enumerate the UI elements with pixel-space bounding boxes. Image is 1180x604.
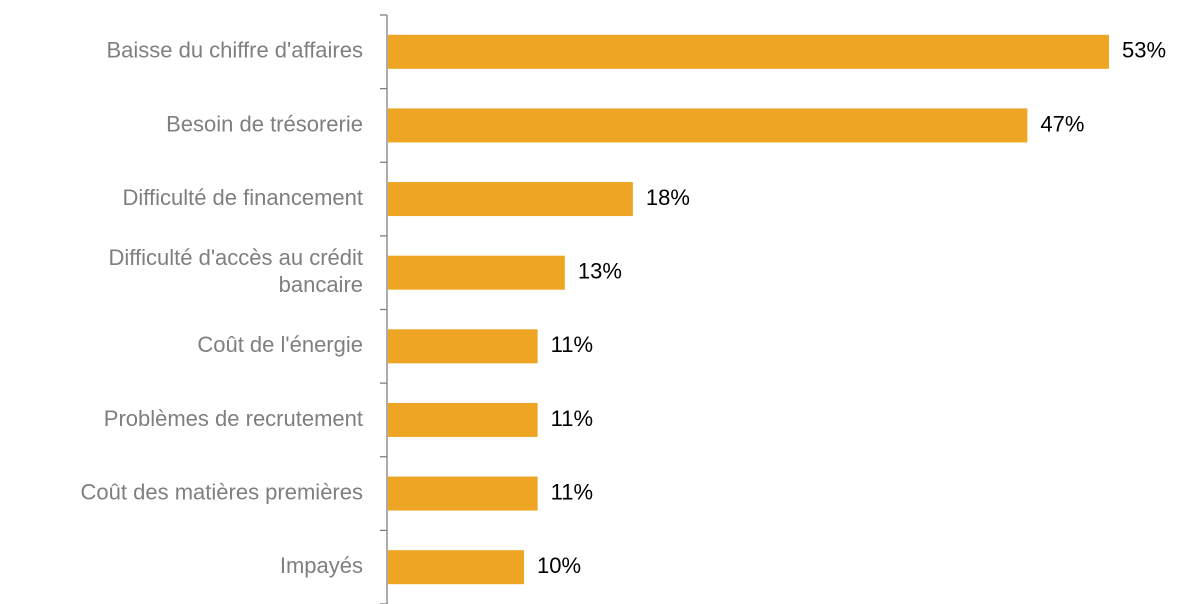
bar bbox=[388, 182, 633, 217]
category-labels: Baisse du chiffre d'affaires Besoin de tr… bbox=[81, 38, 363, 578]
data-label: 10% bbox=[537, 553, 581, 578]
category-label-line: Coût de l'énergie bbox=[197, 332, 363, 357]
category-label-line: bancaire bbox=[279, 272, 363, 297]
category-label: Baisse du chiffre d'affaires bbox=[106, 38, 363, 63]
category-label: Difficulté d'accès au crédit bancaire bbox=[109, 245, 363, 297]
bar bbox=[388, 476, 538, 511]
data-label: 53% bbox=[1122, 38, 1166, 63]
data-label: 11% bbox=[551, 479, 593, 504]
category-label: Coût de l'énergie bbox=[197, 332, 363, 357]
data-label: 13% bbox=[578, 259, 622, 284]
bar bbox=[388, 329, 538, 364]
bar bbox=[388, 255, 565, 290]
data-label: 11% bbox=[551, 332, 593, 357]
category-label: Problèmes de recrutement bbox=[104, 406, 363, 431]
category-label-line: Difficulté d'accès au crédit bbox=[109, 245, 363, 270]
bar bbox=[388, 34, 1109, 69]
category-label: Coût des matières premières bbox=[81, 479, 363, 504]
category-label: Besoin de trésorerie bbox=[166, 111, 363, 136]
category-label-line: Impayés bbox=[280, 553, 363, 578]
data-label: 47% bbox=[1040, 111, 1084, 136]
bar bbox=[388, 402, 538, 437]
category-label: Impayés bbox=[280, 553, 363, 578]
category-label: Difficulté de financement bbox=[122, 185, 363, 210]
category-label-line: Coût des matières premières bbox=[81, 479, 363, 504]
category-label-line: Problèmes de recrutement bbox=[104, 406, 363, 431]
bars-layer bbox=[388, 34, 1109, 585]
value-labels: 53% 47% 18% 13% 11% 11% 11% 10% bbox=[537, 38, 1166, 578]
category-label-line: Baisse du chiffre d'affaires bbox=[106, 38, 363, 63]
category-axis bbox=[380, 14, 388, 604]
data-label: 11% bbox=[551, 406, 593, 431]
category-label-line: Difficulté de financement bbox=[122, 185, 363, 210]
bar bbox=[388, 550, 525, 585]
category-label-line: Besoin de trésorerie bbox=[166, 111, 363, 136]
data-label: 18% bbox=[646, 185, 690, 210]
bar bbox=[388, 108, 1028, 143]
